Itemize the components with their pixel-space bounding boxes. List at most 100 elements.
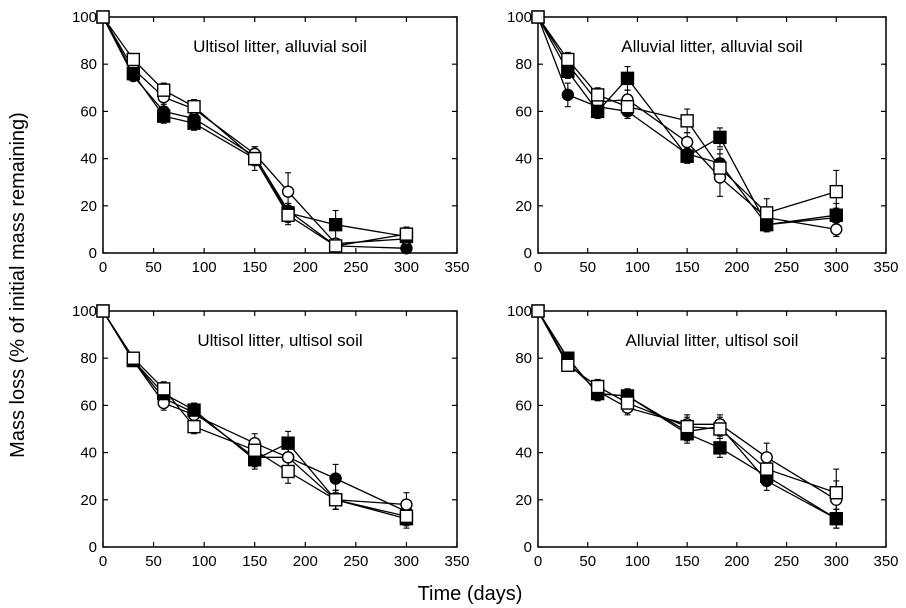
series-line-filled-circle bbox=[102, 16, 407, 249]
point-filled-square bbox=[156, 109, 171, 123]
x-tick-label: 50 bbox=[579, 259, 596, 276]
point-filled-square bbox=[713, 130, 727, 145]
point-open-square bbox=[561, 52, 575, 67]
y-tick-label: 100 bbox=[507, 9, 532, 26]
point-open-circle bbox=[400, 498, 413, 511]
point-filled-square bbox=[281, 436, 295, 450]
point-open-square bbox=[590, 88, 605, 102]
x-tick-label: 50 bbox=[145, 259, 162, 276]
y-tick-label: 0 bbox=[524, 245, 532, 262]
panel-3: 0 50 100 150 200 250 300 350 0 20 40 60 80 100 Ultisol… bbox=[72, 303, 470, 570]
series-line-filled-square bbox=[537, 16, 837, 226]
point-filled-square bbox=[328, 217, 343, 232]
x-tick-label: 200 bbox=[293, 259, 318, 276]
point-open-circle bbox=[680, 135, 694, 149]
y-tick-label: 40 bbox=[80, 445, 97, 462]
plot-frame bbox=[102, 310, 458, 548]
y-tick-label: 40 bbox=[80, 151, 97, 168]
point-filled-square bbox=[561, 64, 575, 78]
point-open-square bbox=[680, 114, 694, 128]
x-tick-label: 100 bbox=[192, 553, 217, 570]
point-open-circle bbox=[760, 451, 773, 464]
x-tick-label: 0 bbox=[99, 553, 107, 570]
point-open-square bbox=[328, 493, 343, 507]
y-tick-label: 20 bbox=[80, 198, 97, 215]
point-open-square bbox=[281, 208, 295, 222]
point-open-square bbox=[680, 419, 694, 434]
panel-title: Alluvial litter, ultisol soil bbox=[626, 331, 799, 350]
x-tick-label: 0 bbox=[534, 553, 542, 570]
y-tick-label: 20 bbox=[515, 492, 532, 509]
x-tick-label: 300 bbox=[824, 259, 849, 276]
point-open-square bbox=[187, 419, 201, 434]
x-tick-label: 300 bbox=[824, 553, 849, 570]
panel-2: 0 50 100 150 200 250 300 350 0 20 40 60 80 100 Alluvia… bbox=[507, 9, 899, 276]
x-tick-label: 100 bbox=[625, 259, 650, 276]
point-open-circle bbox=[830, 223, 843, 236]
point-filled-square bbox=[187, 403, 201, 417]
x-tick-label: 150 bbox=[675, 553, 700, 570]
y-tick-label: 80 bbox=[515, 350, 532, 367]
point-open-square bbox=[713, 422, 727, 436]
y-tick-label: 60 bbox=[515, 397, 532, 414]
x-tick-label: 150 bbox=[675, 259, 700, 276]
point-open-square bbox=[156, 83, 171, 97]
x-tick-label: 350 bbox=[444, 259, 469, 276]
y-tick-label: 60 bbox=[515, 103, 532, 120]
y-tick-label: 60 bbox=[80, 397, 97, 414]
point-open-square bbox=[620, 396, 635, 410]
point-open-square bbox=[96, 304, 110, 318]
x-tick-label: 200 bbox=[724, 259, 749, 276]
x-tick-label: 300 bbox=[394, 259, 419, 276]
x-tick-label: 150 bbox=[242, 553, 267, 570]
point-filled-square bbox=[829, 208, 843, 222]
point-filled-circle bbox=[329, 472, 342, 485]
plot-frame bbox=[537, 310, 887, 548]
x-tick-label: 300 bbox=[394, 553, 419, 570]
x-tick-label: 350 bbox=[873, 553, 898, 570]
point-filled-square bbox=[713, 441, 727, 455]
y-tick-label: 80 bbox=[80, 350, 97, 367]
x-tick-label: 0 bbox=[99, 259, 107, 276]
x-tick-label: 0 bbox=[534, 259, 542, 276]
y-tick-label: 0 bbox=[524, 539, 532, 556]
point-open-square bbox=[248, 443, 262, 457]
point-open-square bbox=[156, 382, 171, 396]
point-open-square bbox=[126, 52, 141, 67]
panel-title: Ultisol litter, ultisol soil bbox=[197, 331, 362, 350]
x-tick-label: 200 bbox=[724, 553, 749, 570]
panel-4: 0 50 100 150 200 250 300 350 0 20 40 60 80 100 Alluvia… bbox=[507, 303, 899, 570]
x-tick-label: 100 bbox=[625, 553, 650, 570]
point-filled-square bbox=[680, 149, 694, 163]
figure-y-axis-label: Mass loss (% of initial mass remaining) bbox=[7, 112, 29, 458]
point-open-square bbox=[829, 486, 843, 500]
point-filled-square bbox=[620, 71, 635, 86]
y-tick-label: 0 bbox=[89, 539, 97, 556]
y-tick-label: 80 bbox=[80, 56, 97, 73]
x-tick-label: 50 bbox=[145, 553, 162, 570]
point-filled-square bbox=[759, 217, 774, 232]
point-open-circle bbox=[281, 451, 295, 464]
point-filled-circle bbox=[561, 88, 575, 102]
y-tick-label: 40 bbox=[515, 151, 532, 168]
x-tick-label: 50 bbox=[579, 553, 596, 570]
point-filled-square bbox=[187, 116, 201, 130]
point-open-square bbox=[187, 99, 201, 114]
panel-title: Alluvial litter, alluvial soil bbox=[621, 37, 802, 56]
plot-frame bbox=[102, 16, 458, 254]
point-open-square bbox=[96, 10, 110, 24]
plot-frame bbox=[537, 16, 887, 254]
point-open-square bbox=[620, 99, 635, 114]
y-tick-label: 0 bbox=[89, 245, 97, 262]
panel-title: Ultisol litter, alluvial soil bbox=[193, 37, 367, 56]
series-line-filled-square bbox=[102, 16, 407, 238]
point-open-square bbox=[713, 161, 727, 175]
point-filled-square bbox=[829, 511, 843, 526]
series-line-open-circle bbox=[102, 310, 407, 506]
y-tick-label: 20 bbox=[80, 492, 97, 509]
x-tick-label: 100 bbox=[192, 259, 217, 276]
point-open-square bbox=[399, 227, 414, 241]
y-tick-label: 60 bbox=[80, 103, 97, 120]
x-tick-label: 250 bbox=[343, 259, 368, 276]
